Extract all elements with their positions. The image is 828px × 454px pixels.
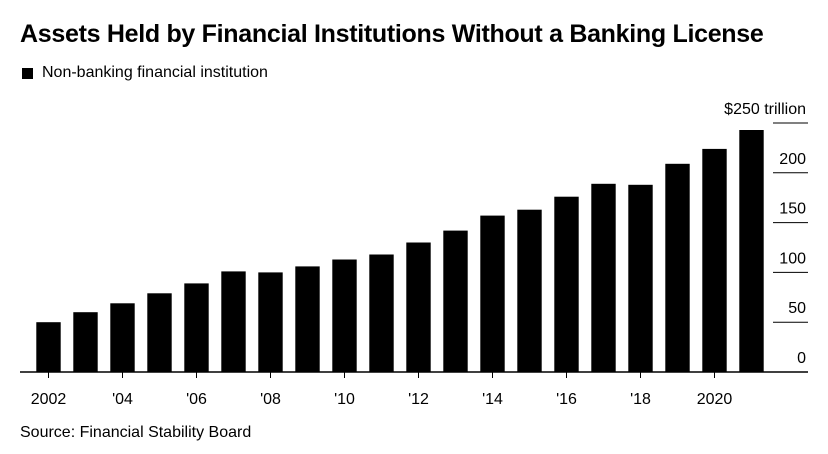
x-tick-label: 2002	[31, 391, 67, 408]
source-note: Source: Financial Stability Board	[20, 424, 252, 441]
y-tick-label: $250 trillion	[724, 101, 806, 118]
y-tick-label: 0	[797, 350, 806, 367]
bar	[110, 303, 135, 372]
chart-title: Assets Held by Financial Institutions Wi…	[20, 20, 764, 48]
chart-legend: Non-banking financial institution	[22, 64, 268, 82]
x-tick-label: '10	[334, 391, 355, 408]
bar	[739, 130, 764, 372]
y-tick-label: 200	[779, 151, 806, 168]
bar	[406, 242, 431, 372]
x-tick-label: 2020	[697, 391, 733, 408]
y-tick-label: 100	[779, 250, 806, 267]
legend-label: Non-banking financial institution	[42, 64, 268, 81]
x-tick-label: '14	[482, 391, 503, 408]
bar	[184, 283, 209, 372]
x-tick-label: '06	[186, 391, 207, 408]
grid-lines	[773, 122, 808, 323]
x-tick-label: '08	[260, 391, 281, 408]
legend-swatch	[22, 67, 33, 79]
bars	[36, 130, 764, 372]
y-axis-ticks: $250 trillion 200 150 100 50 0	[724, 101, 806, 367]
bar	[369, 254, 394, 372]
bar	[295, 266, 320, 372]
bar	[36, 322, 61, 372]
y-tick-label: 150	[779, 201, 806, 218]
x-tick-label: '04	[112, 391, 133, 408]
bar	[591, 183, 616, 372]
x-axis-ticks: 2002 '04 '06 '08 '10 '12 '14 '16 '18 2020	[31, 372, 733, 408]
bar	[221, 271, 246, 372]
bar	[554, 196, 579, 372]
x-tick-label: '18	[630, 391, 651, 408]
bar	[443, 230, 468, 372]
bar	[628, 184, 653, 372]
bar	[480, 215, 505, 372]
bar	[517, 209, 542, 372]
bar	[147, 293, 172, 372]
y-tick-label: 50	[788, 300, 806, 317]
bar	[665, 163, 690, 372]
bar	[702, 148, 727, 372]
x-tick-label: '16	[556, 391, 577, 408]
x-tick-label: '12	[408, 391, 429, 408]
bar	[332, 259, 357, 372]
bar	[73, 312, 98, 372]
bar	[258, 272, 283, 372]
